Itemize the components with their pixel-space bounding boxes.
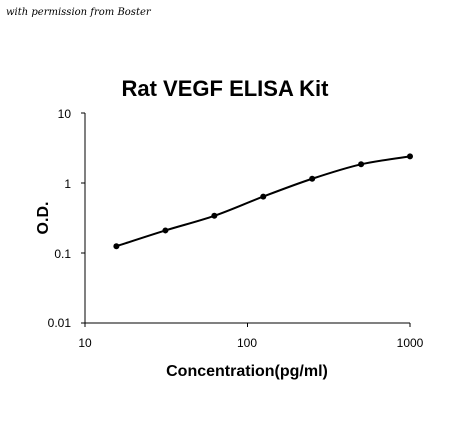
data-point: [211, 212, 218, 219]
permission-note: with permission from Boster: [6, 7, 151, 18]
data-point: [358, 161, 365, 168]
y-tick-label: 10: [58, 107, 72, 121]
x-tick-label: 100: [237, 336, 257, 350]
data-point: [162, 227, 169, 234]
y-ticks: 10 1 0.1 0.01: [48, 107, 72, 330]
data-point: [113, 243, 120, 250]
series-layer: [113, 153, 413, 250]
data-point: [260, 193, 267, 200]
tick-marks: [81, 112, 411, 327]
y-tick-label: 0.1: [54, 247, 71, 261]
series-line: [116, 155, 411, 248]
data-point: [309, 175, 316, 182]
y-tick-label: 0.01: [48, 316, 72, 330]
axes: [84, 113, 410, 324]
x-ticks: 10 100 1000: [78, 336, 423, 350]
x-axis-label: Concentration(pg/ml): [166, 363, 328, 380]
x-tick-label: 1000: [397, 336, 424, 350]
data-point: [407, 153, 413, 160]
chart-title: Rat VEGF ELISA Kit: [122, 76, 330, 101]
y-axis-label: O.D.: [35, 202, 52, 235]
x-tick-label: 10: [78, 336, 92, 350]
y-tick-label: 1: [64, 177, 71, 191]
